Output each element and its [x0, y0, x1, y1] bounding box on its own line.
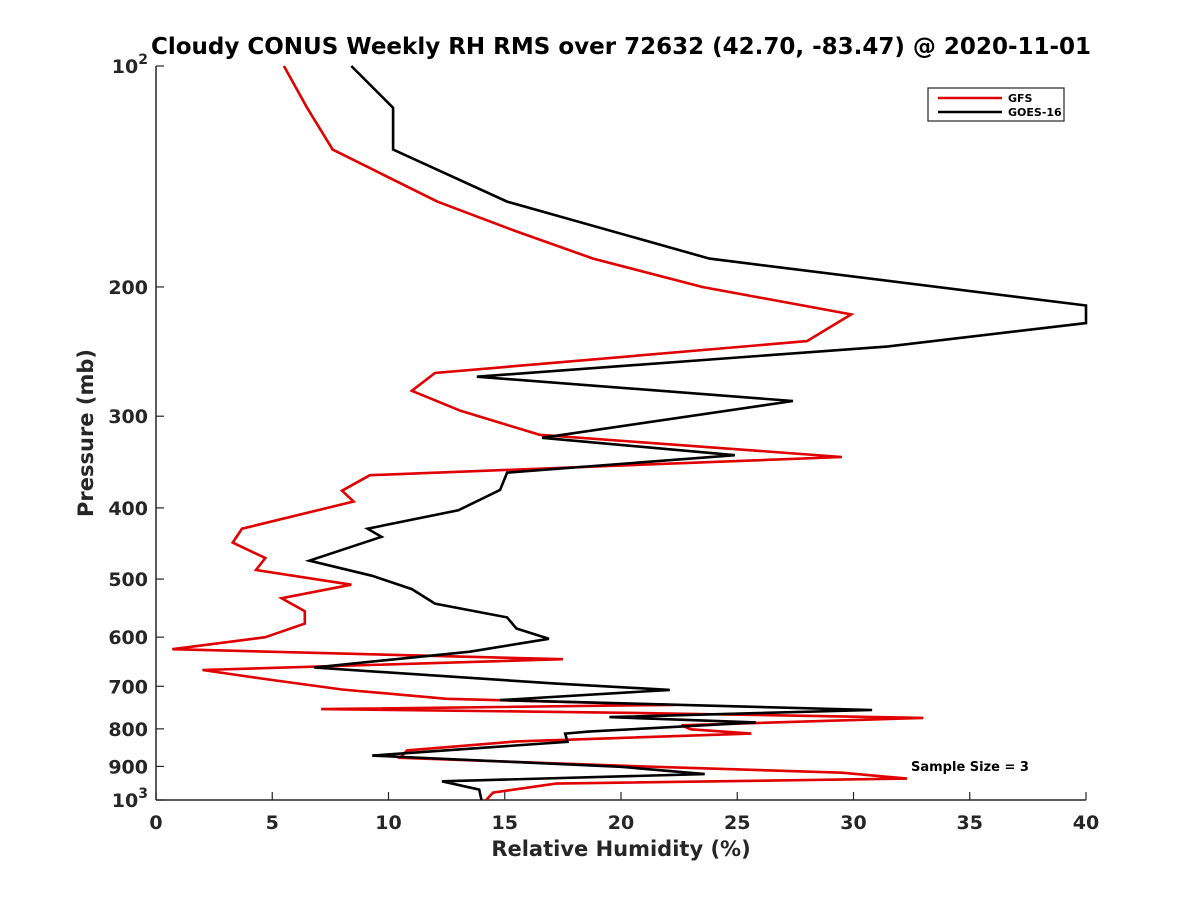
legend-label: GOES-16 [1008, 106, 1062, 119]
x-tick-label: 20 [608, 812, 634, 834]
x-tick-label: 30 [840, 812, 866, 834]
y-tick-label: 600 [108, 627, 148, 649]
plot-area [155, 66, 1086, 801]
x-tick-label: 25 [724, 812, 750, 834]
x-tick-label: 5 [266, 812, 279, 834]
y-axis-label: Pressure (mb) [74, 349, 98, 517]
y-tick-label: 400 [108, 498, 148, 520]
chart-title: Cloudy CONUS Weekly RH RMS over 72632 (4… [151, 34, 1091, 60]
series-line-goes-16 [304, 65, 1088, 801]
legend-label: GFS [1008, 92, 1033, 105]
y-tick-label: 300 [108, 406, 148, 428]
y-axis-ticks: 102 200 300 400 500 600 700 800 900 103 [108, 52, 164, 812]
legend-box [927, 87, 1065, 122]
y-tick-label: 900 [108, 756, 148, 778]
y-tick-label: 800 [108, 719, 148, 741]
y-tick-label: 200 [108, 277, 148, 299]
x-axis-ticks: 0 5 10 15 20 25 30 35 40 [149, 792, 1099, 834]
series-line-gfs [172, 65, 924, 801]
x-axis-label: Relative Humidity (%) [491, 837, 750, 861]
x-tick-label: 10 [375, 812, 401, 834]
y-tick-label: 103 [112, 786, 148, 812]
x-tick-label: 15 [492, 812, 518, 834]
y-tick-label: 102 [112, 52, 148, 78]
y-tick-label: 500 [108, 569, 148, 591]
x-tick-label: 40 [1073, 812, 1099, 834]
y-tick-label: 700 [108, 676, 148, 698]
x-tick-label: 0 [149, 812, 162, 834]
series-layer [172, 65, 1088, 801]
x-tick-label: 35 [957, 812, 983, 834]
sample-size-annotation: Sample Size = 3 [911, 760, 1029, 775]
